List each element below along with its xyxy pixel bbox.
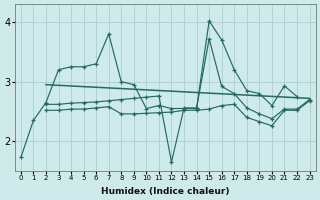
X-axis label: Humidex (Indice chaleur): Humidex (Indice chaleur): [101, 187, 229, 196]
